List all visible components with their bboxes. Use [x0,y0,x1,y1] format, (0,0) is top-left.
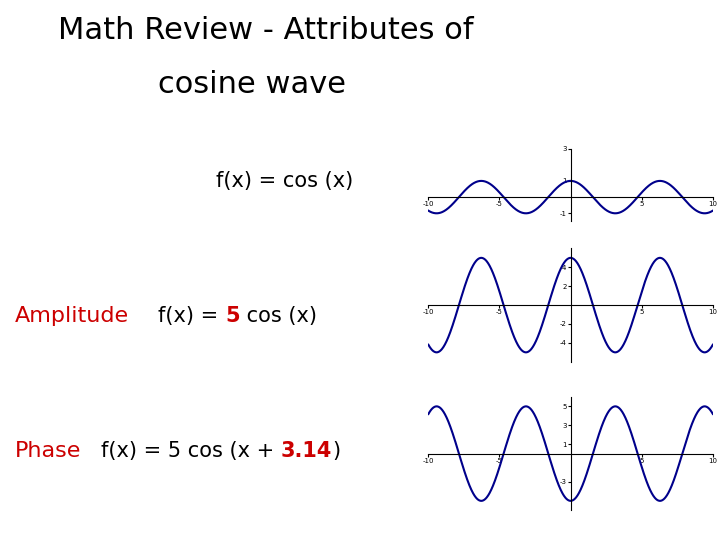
Text: f(x) = cos (x): f(x) = cos (x) [216,171,354,191]
Text: Amplitude: Amplitude [14,306,129,326]
Text: f(x) =: f(x) = [158,306,225,326]
Text: f(x) = 5 cos (x +: f(x) = 5 cos (x + [101,441,281,461]
Text: cosine wave: cosine wave [158,70,346,99]
Text: cos (x): cos (x) [240,306,317,326]
Text: Math Review - Attributes of: Math Review - Attributes of [58,16,473,45]
Text: 3.14: 3.14 [281,441,332,461]
Text: 5: 5 [225,306,240,326]
Text: ): ) [332,441,340,461]
Text: Phase: Phase [14,441,81,461]
